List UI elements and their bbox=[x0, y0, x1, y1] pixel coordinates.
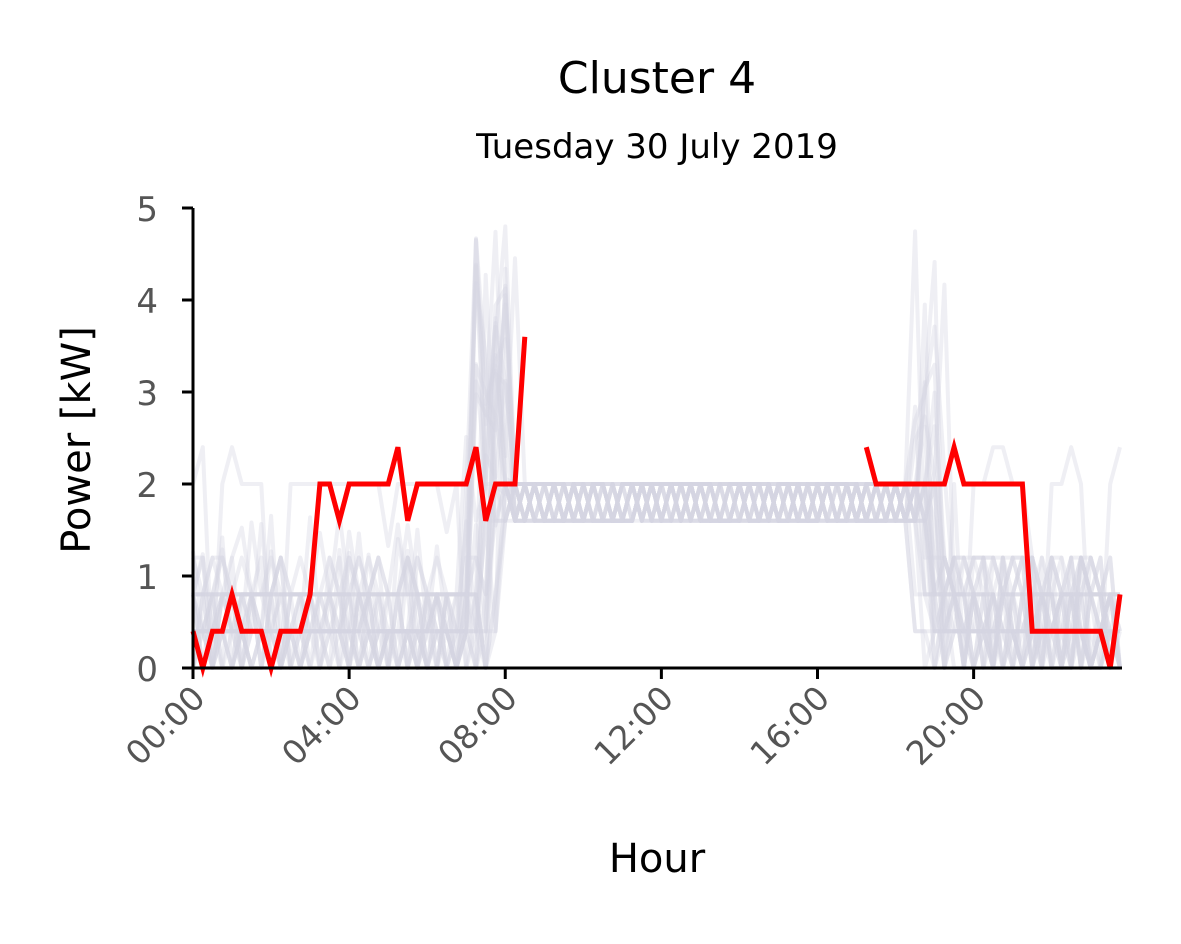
highlight-series-line bbox=[190, 336, 528, 678]
background-series-line bbox=[193, 363, 1122, 670]
background-series-line bbox=[191, 229, 1120, 670]
chart-subtitle: Tuesday 30 July 2019 bbox=[475, 127, 838, 167]
x-axis-ticks: 00:00 04:00 08:00 12:00 16:00 20:00 bbox=[118, 668, 993, 773]
x-tick-label: 16:00 bbox=[742, 678, 837, 773]
chart-title: Cluster 4 bbox=[558, 53, 756, 104]
highlight-series-line bbox=[863, 437, 1123, 669]
y-tick-label: 3 bbox=[136, 374, 158, 414]
background-series-line bbox=[193, 378, 1122, 670]
background-series-line bbox=[191, 237, 1122, 670]
y-tick-label: 5 bbox=[136, 190, 158, 230]
x-tick-label: 00:00 bbox=[118, 678, 213, 773]
background-series-line bbox=[191, 229, 1120, 670]
background-series-line bbox=[193, 224, 1120, 670]
background-series-line bbox=[193, 353, 1122, 670]
background-series-line bbox=[191, 362, 1120, 670]
background-series-line bbox=[191, 281, 1122, 670]
background-series-line bbox=[193, 272, 1122, 670]
x-tick-label: 12:00 bbox=[586, 678, 681, 773]
y-axis-label: Power [kW] bbox=[54, 326, 100, 554]
x-tick-label: 20:00 bbox=[898, 678, 993, 773]
y-tick-label: 1 bbox=[136, 558, 158, 598]
highlight-series-group bbox=[190, 336, 1123, 678]
background-series-line bbox=[193, 256, 1122, 670]
background-series-line bbox=[191, 236, 1120, 670]
background-series-line bbox=[191, 482, 1122, 670]
background-series-line bbox=[191, 302, 1122, 670]
background-series-line bbox=[191, 324, 1122, 670]
x-tick-label: 04:00 bbox=[274, 678, 369, 773]
background-series-group bbox=[191, 224, 1122, 670]
y-tick-label: 2 bbox=[136, 466, 158, 506]
background-series-line bbox=[191, 260, 1120, 670]
y-axis-ticks: 0 1 2 3 4 5 bbox=[136, 190, 193, 690]
background-series-line bbox=[193, 414, 1122, 670]
background-series-line bbox=[191, 337, 1120, 670]
background-series-line bbox=[193, 266, 1122, 670]
background-series-line bbox=[193, 262, 1122, 670]
background-series-line bbox=[191, 482, 1122, 670]
background-series-line bbox=[191, 371, 1122, 670]
background-series-line bbox=[191, 482, 1120, 670]
background-series-line bbox=[193, 482, 1122, 670]
y-tick-label: 4 bbox=[136, 282, 158, 322]
background-series-line bbox=[193, 404, 1122, 670]
x-axis-label: Hour bbox=[609, 836, 706, 882]
y-tick-label: 0 bbox=[136, 650, 158, 690]
background-series-line bbox=[193, 293, 1122, 670]
background-series-line bbox=[193, 238, 1122, 670]
x-tick-label: 08:00 bbox=[430, 678, 525, 773]
